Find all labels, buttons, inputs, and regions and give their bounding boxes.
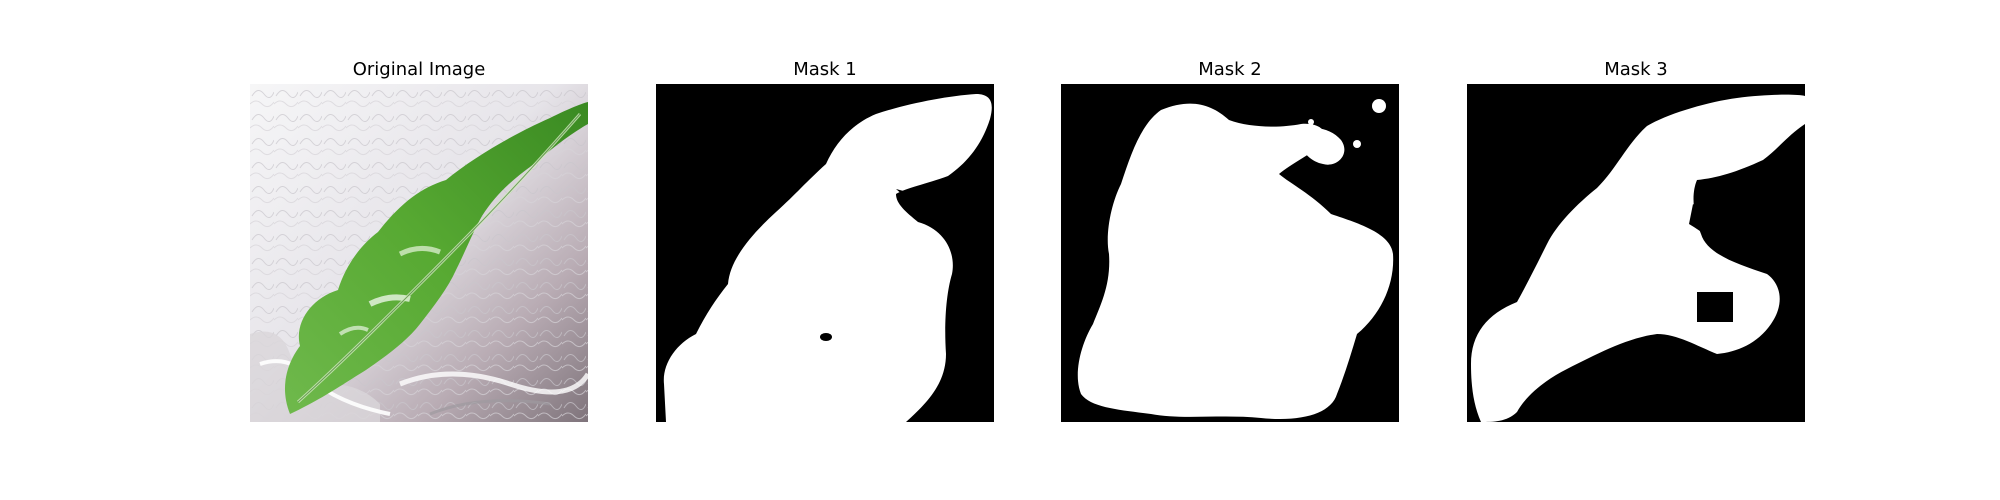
panel-title-mask-1: Mask 1 xyxy=(793,59,857,80)
mask-3-svg xyxy=(1467,84,1805,422)
panel-title-mask-2: Mask 2 xyxy=(1198,59,1262,80)
original-image xyxy=(250,84,588,422)
mask-1-image xyxy=(656,84,994,422)
mask-3-image xyxy=(1467,84,1805,422)
panel-title-original: Original Image xyxy=(352,59,486,80)
panel-title-mask-3: Mask 3 xyxy=(1604,59,1668,80)
mask-2-svg xyxy=(1061,84,1399,422)
mask-2-image xyxy=(1061,84,1399,422)
original-image-svg xyxy=(250,84,588,422)
mask-1-svg xyxy=(656,84,994,422)
